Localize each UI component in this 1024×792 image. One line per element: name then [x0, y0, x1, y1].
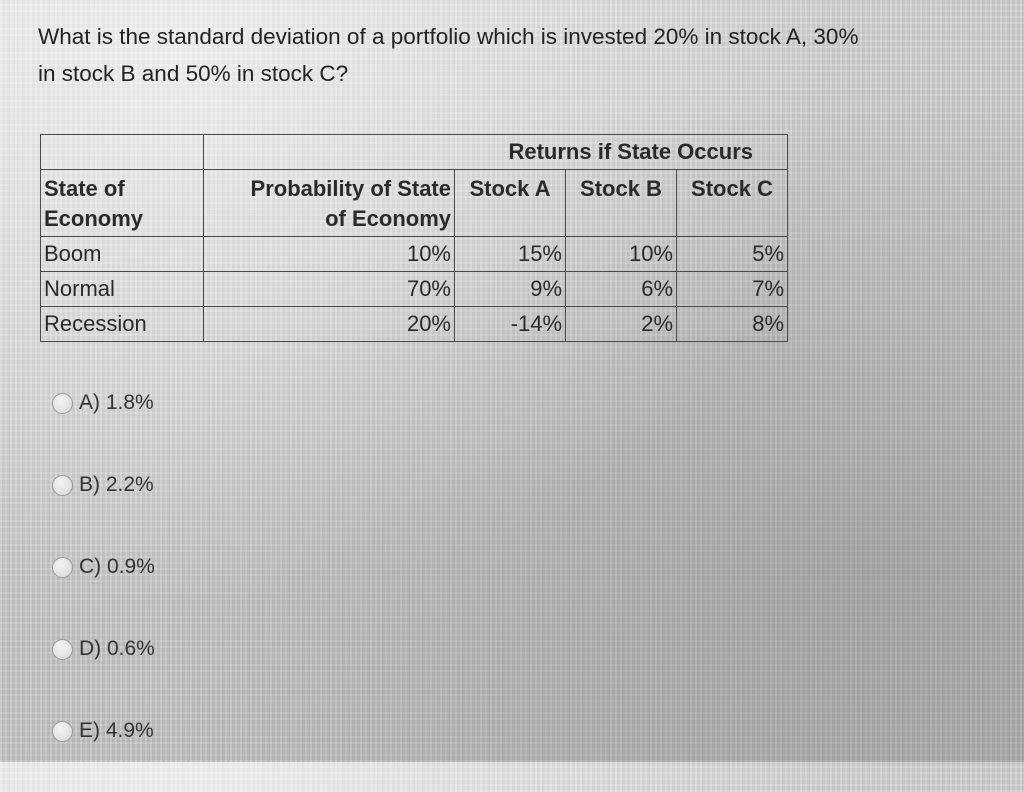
cell-stock-c: 5%	[676, 236, 788, 272]
table-row: Recession 20% -14% 2% 8%	[40, 306, 788, 342]
header-probability: Probability of State of Economy	[203, 169, 455, 237]
answer-option-c[interactable]: C) 0.9%	[52, 546, 155, 588]
cell-state: Recession	[40, 306, 204, 342]
header-stock-b: Stock B	[565, 169, 677, 237]
cell-stock-b: 6%	[565, 271, 677, 307]
table-header-row: State of Economy Probability of State of…	[40, 169, 788, 237]
radio-button-icon[interactable]	[52, 720, 73, 742]
cell-stock-c: 8%	[676, 306, 788, 342]
answer-option-label: C) 0.9%	[79, 555, 155, 578]
radio-button-icon[interactable]	[52, 392, 73, 414]
answer-option-label: A) 1.8%	[79, 391, 154, 414]
question-line-2: in stock B and 50% in stock C?	[38, 61, 349, 86]
table-row: Boom 10% 15% 10% 5%	[40, 236, 788, 272]
table-group-header-row: Returns if State Occurs	[40, 134, 788, 170]
header-probability-line-1: Probability of State	[250, 176, 451, 201]
returns-group-header: Returns if State Occurs	[203, 134, 788, 170]
answer-options: A) 1.8% B) 2.2% C) 0.9% D) 0.6% E) 4.9%	[52, 382, 155, 792]
header-stock-c: Stock C	[676, 169, 788, 237]
cell-state: Boom	[40, 236, 204, 272]
answer-option-b[interactable]: B) 2.2%	[52, 464, 155, 506]
returns-table: Returns if State Occurs State of Economy…	[40, 134, 788, 342]
question-text: What is the standard deviation of a port…	[38, 18, 998, 92]
header-state-of-economy: State of Economy	[40, 169, 204, 237]
cell-state: Normal	[40, 271, 204, 307]
radio-button-icon[interactable]	[52, 474, 73, 496]
empty-header-cell	[40, 134, 204, 170]
table-row: Normal 70% 9% 6% 7%	[40, 271, 788, 307]
radio-button-icon[interactable]	[52, 638, 73, 660]
cell-stock-b: 10%	[565, 236, 677, 272]
answer-option-d[interactable]: D) 0.6%	[52, 628, 155, 670]
header-stock-a: Stock A	[454, 169, 566, 237]
cell-probability: 10%	[203, 236, 455, 272]
question-line-1: What is the standard deviation of a port…	[38, 24, 859, 49]
cell-stock-a: 15%	[454, 236, 566, 272]
header-state-line-2: Economy	[44, 206, 144, 231]
header-probability-line-2: of Economy	[325, 206, 451, 231]
cell-probability: 20%	[203, 306, 455, 342]
radio-button-icon[interactable]	[52, 556, 73, 578]
cell-stock-a: 9%	[454, 271, 566, 307]
cell-stock-c: 7%	[676, 271, 788, 307]
answer-option-label: B) 2.2%	[79, 473, 154, 496]
answer-option-a[interactable]: A) 1.8%	[52, 382, 155, 424]
cell-stock-b: 2%	[565, 306, 677, 342]
answer-option-label: D) 0.6%	[79, 637, 155, 660]
answer-option-label: E) 4.9%	[79, 719, 154, 742]
cell-probability: 70%	[203, 271, 455, 307]
cell-stock-a: -14%	[454, 306, 566, 342]
header-state-line-1: State of	[44, 176, 125, 201]
answer-option-e[interactable]: E) 4.9%	[52, 710, 155, 752]
